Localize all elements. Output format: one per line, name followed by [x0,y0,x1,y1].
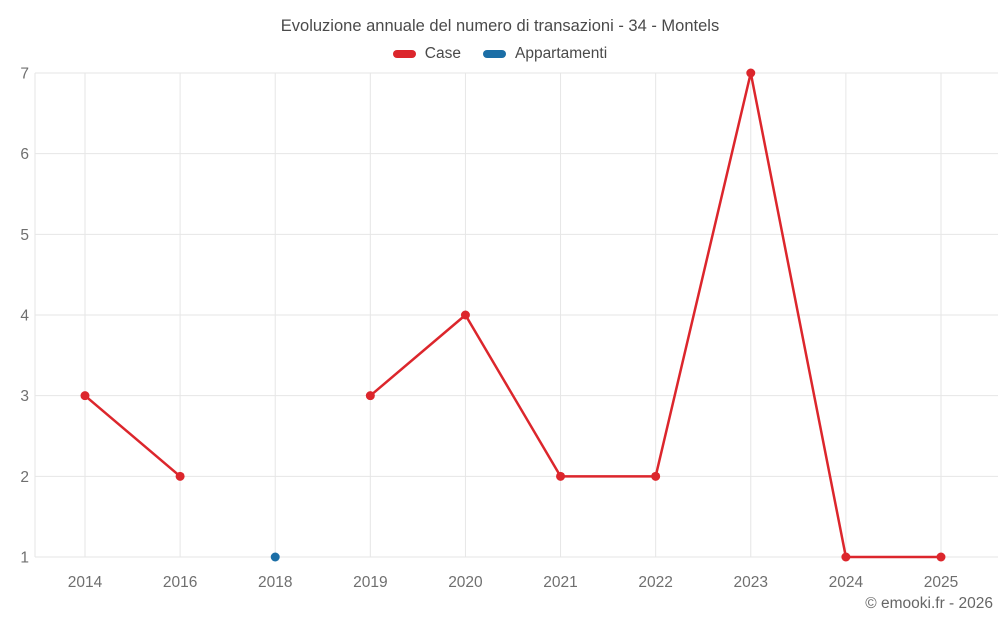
x-tick-label: 2022 [638,574,672,591]
chart-title: Evoluzione annuale del numero di transaz… [280,17,720,35]
x-tick-label: 2016 [163,574,197,591]
copyright-text: © emooki.fr - 2026 [865,595,993,612]
y-tick-label: 6 [20,146,29,163]
y-tick-label: 7 [20,66,29,83]
x-tick-label: 2023 [734,574,768,591]
legend-swatch-appartamenti [482,50,506,58]
legend-item-appartamenti[interactable]: Appartamenti [482,45,608,63]
y-tick-label: 1 [20,550,29,567]
y-tick-label: 3 [20,388,29,405]
y-tick-label: 2 [20,469,29,486]
data-point-appartamenti[interactable] [270,552,280,562]
data-point-case[interactable] [936,552,946,562]
data-point-case[interactable] [841,552,851,562]
data-point-case[interactable] [460,310,470,320]
x-tick-label: 2024 [829,574,864,591]
data-point-case[interactable] [80,391,90,401]
x-tick-label: 2025 [924,574,958,591]
data-point-case[interactable] [746,68,756,78]
x-tick-label: 2019 [353,574,387,591]
series-line-case [83,394,182,478]
x-tick-label: 2021 [543,574,577,591]
y-tick-label: 4 [20,308,29,325]
data-point-case[interactable] [556,471,566,481]
legend-label-case: Case [424,45,461,62]
x-tick-label: 2018 [258,574,292,591]
legend-label-appartamenti: Appartamenti [514,45,608,62]
legend: Case Appartamenti [0,45,1000,63]
data-point-case[interactable] [365,391,375,401]
data-point-case[interactable] [175,471,185,481]
x-tick-label: 2014 [68,574,103,591]
legend-item-case[interactable]: Case [392,45,461,63]
x-tick-label: 2020 [448,574,483,591]
legend-swatch-case [392,50,416,58]
data-point-case[interactable] [651,471,661,481]
y-tick-label: 5 [20,227,29,244]
